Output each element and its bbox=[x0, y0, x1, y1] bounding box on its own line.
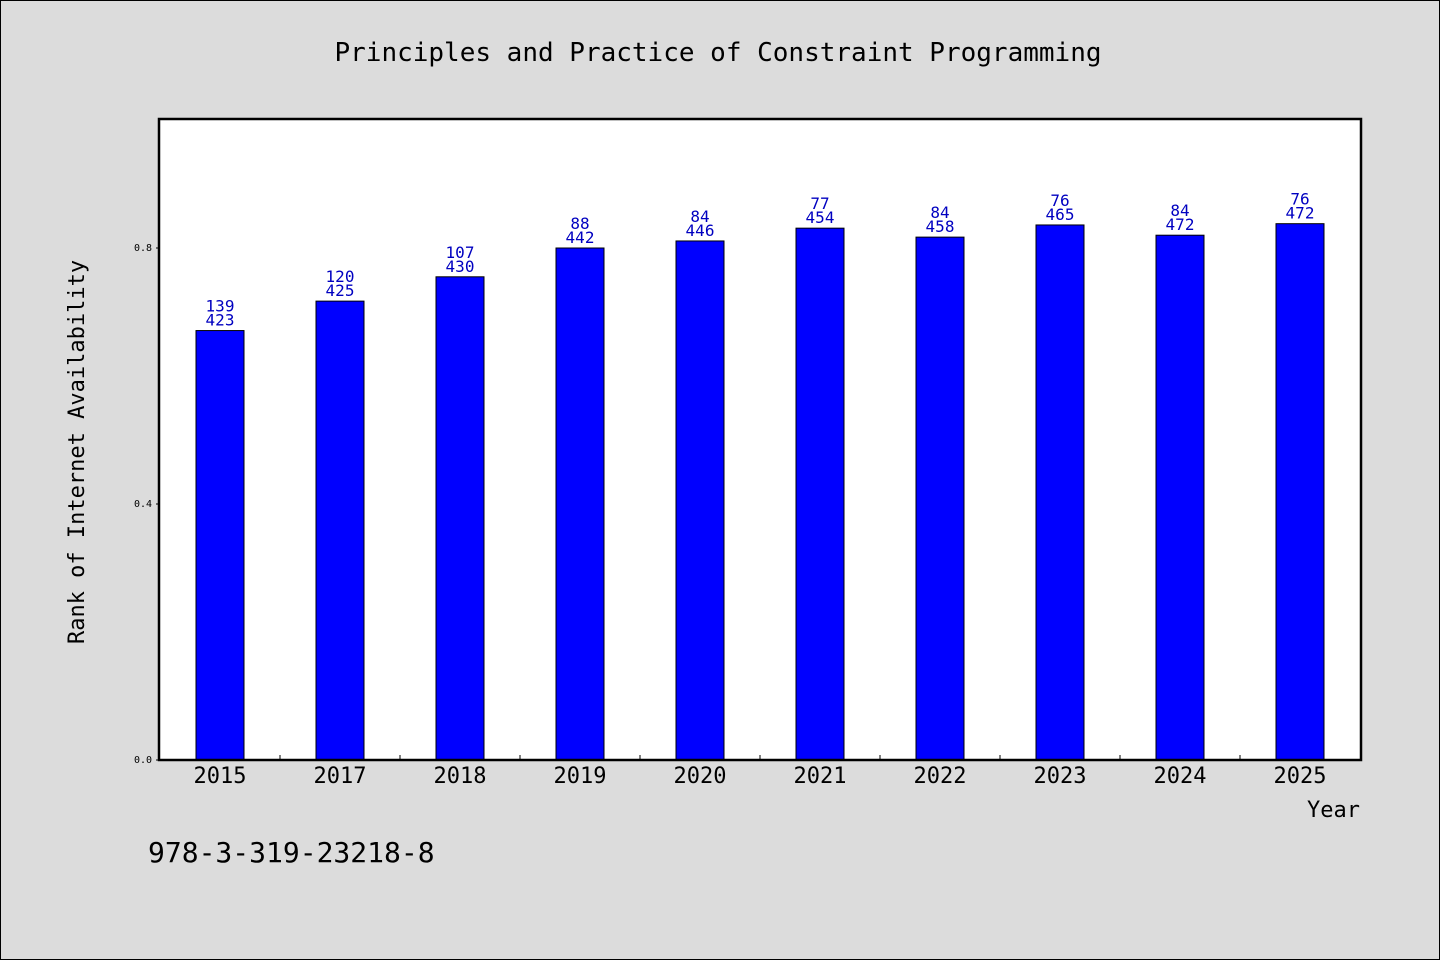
bar-label-top: 84 bbox=[930, 203, 949, 222]
bar-2022 bbox=[915, 236, 965, 761]
bar-label-bottom: 454 bbox=[806, 208, 835, 227]
bar-2021 bbox=[795, 227, 845, 761]
bar-label-bottom: 423 bbox=[206, 311, 235, 330]
bar-label-bottom: 442 bbox=[566, 228, 595, 247]
x-tick-label: 2023 bbox=[1034, 764, 1087, 789]
x-tick-label: 2015 bbox=[194, 764, 247, 789]
bar-label-bottom: 458 bbox=[926, 217, 955, 236]
bar-2015 bbox=[195, 330, 245, 761]
bar-label-top: 107 bbox=[446, 243, 475, 262]
chart-title: Principles and Practice of Constraint Pr… bbox=[334, 38, 1101, 68]
bar-label-top: 84 bbox=[690, 207, 709, 226]
x-tick-label: 2024 bbox=[1154, 764, 1207, 789]
bars bbox=[195, 223, 1325, 761]
x-tick-label: 2019 bbox=[554, 764, 607, 789]
y-axis-label: Rank of Internet Availability bbox=[65, 260, 90, 644]
bar-label-top: 76 bbox=[1290, 190, 1309, 209]
bar-label-bottom: 430 bbox=[446, 257, 475, 276]
x-tick-label: 2017 bbox=[314, 764, 367, 789]
bar-2019 bbox=[555, 247, 605, 761]
bar-2017 bbox=[315, 300, 365, 761]
bar-2020 bbox=[675, 240, 725, 761]
x-tick-label: 2018 bbox=[434, 764, 487, 789]
y-tick-label: 0.4 bbox=[134, 499, 152, 510]
x-axis: 2015 2017 2018 2019 2020 2021 2022 2023 2024 2025 bbox=[194, 755, 1327, 789]
y-tick-label: 0.0 bbox=[134, 755, 152, 766]
x-tick-label: 2020 bbox=[674, 764, 727, 789]
bar-label-top: 88 bbox=[570, 214, 589, 233]
x-tick-label: 2022 bbox=[914, 764, 967, 789]
bar-2018 bbox=[435, 276, 485, 761]
bar-label-top: 77 bbox=[810, 194, 829, 213]
bar-2024 bbox=[1155, 234, 1205, 761]
bar-label-bottom: 425 bbox=[326, 281, 355, 300]
y-tick-label: 0.8 bbox=[134, 243, 152, 254]
bar-2023 bbox=[1035, 224, 1085, 761]
bar-label-top: 120 bbox=[326, 267, 355, 286]
bar-2025 bbox=[1275, 223, 1325, 761]
isbn-footer: 978-3-319-23218-8 bbox=[148, 836, 435, 869]
bar-label-top: 139 bbox=[206, 297, 235, 316]
bar-label-bottom: 465 bbox=[1046, 205, 1075, 224]
bar-label-bottom: 472 bbox=[1286, 204, 1315, 223]
x-tick-label: 2021 bbox=[794, 764, 847, 789]
x-axis-label: Year bbox=[1307, 798, 1360, 823]
plot-frame bbox=[157, 117, 1363, 762]
bar-label-bottom: 446 bbox=[686, 221, 715, 240]
bar-label-top: 76 bbox=[1050, 191, 1069, 210]
bar-label-top: 84 bbox=[1170, 201, 1189, 220]
bar-label-bottom: 472 bbox=[1166, 215, 1195, 234]
x-tick-label: 2025 bbox=[1274, 764, 1327, 789]
